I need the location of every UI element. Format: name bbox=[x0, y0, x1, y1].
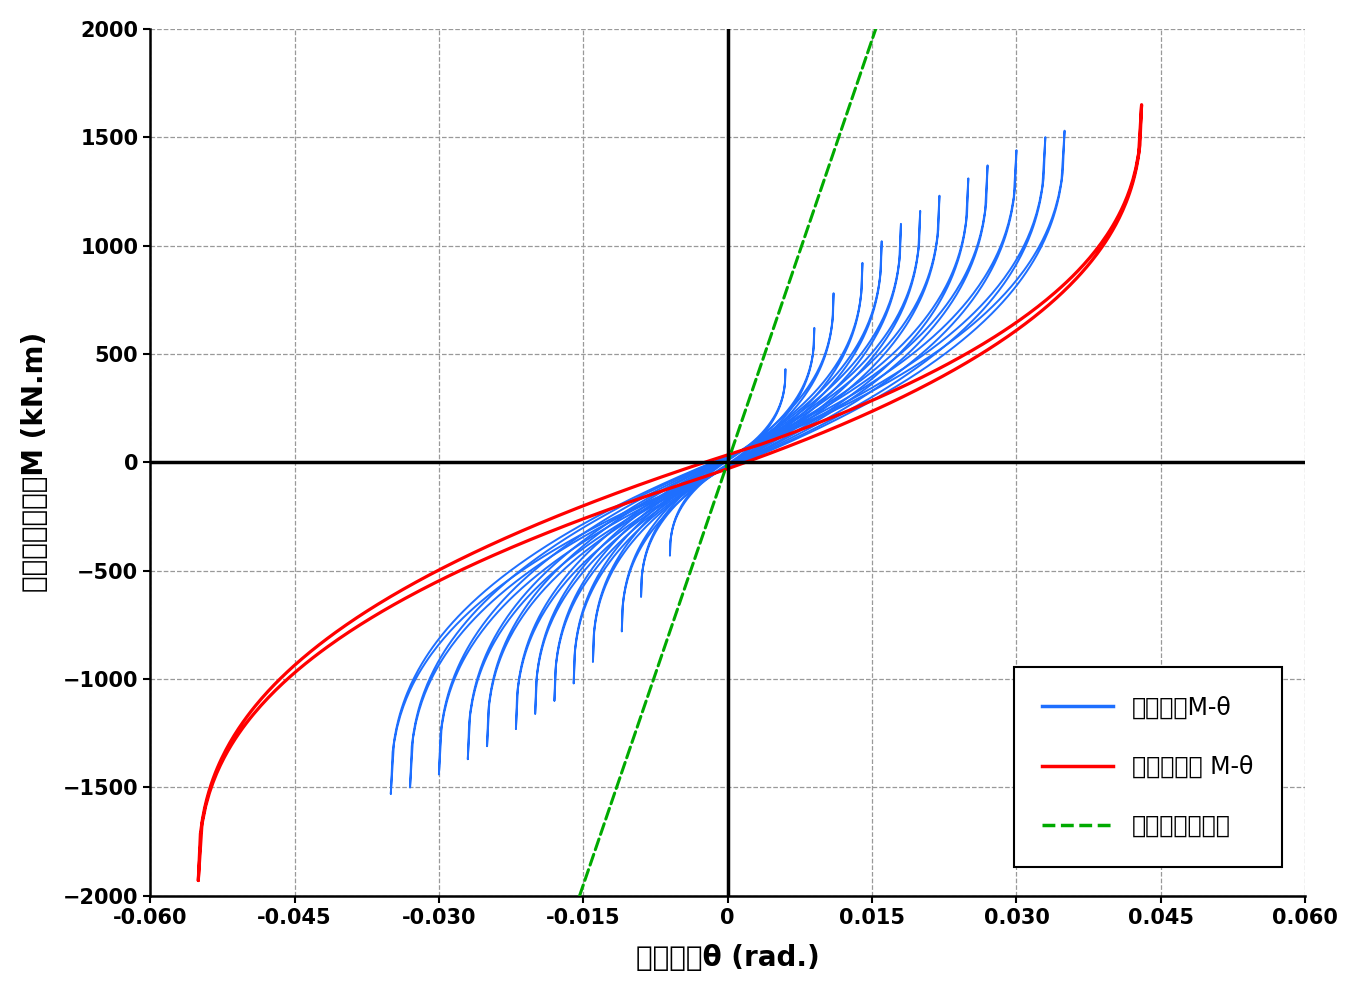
X-axis label: 柱部材角θ (rad.): 柱部材角θ (rad.) bbox=[636, 944, 819, 972]
Y-axis label: 脚部モーメントM (kN.m): 脚部モーメントM (kN.m) bbox=[20, 332, 49, 593]
Legend: 被災初园M-θ, 被災後補修 M-θ, 初期剛性予測値: 被災初园M-θ, 被災後補修 M-θ, 初期剛性予測値 bbox=[1014, 667, 1282, 867]
